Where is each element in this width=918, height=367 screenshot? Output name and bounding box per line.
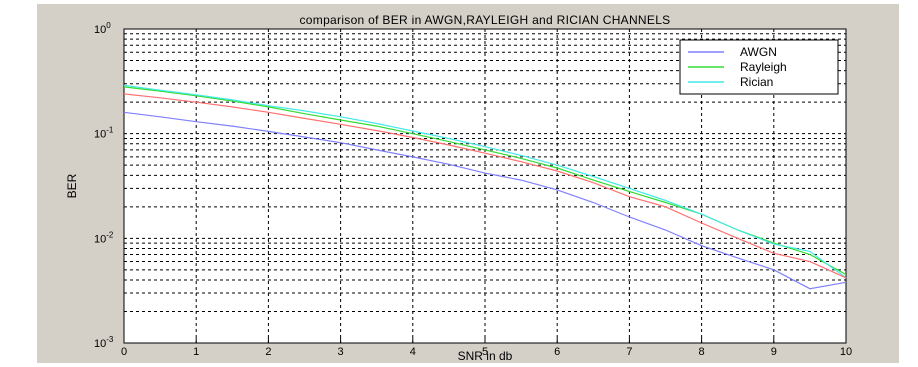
x-tick-label: 0 [121, 346, 127, 358]
legend-label: Rayleigh [740, 60, 787, 74]
legend-label: Rician [740, 75, 773, 89]
y-tick-label: 100 [94, 21, 111, 36]
x-tick-label: 8 [699, 346, 705, 358]
series-line-awgn [123, 111, 847, 290]
y-tick-label: 10-3 [94, 335, 114, 350]
legend-label: AWGN [740, 45, 777, 59]
y-axis-ticks: 10-3 10-2 10-1 100 [94, 21, 114, 350]
x-tick-label: 10 [840, 346, 852, 358]
series-line-rician [123, 84, 847, 279]
y-axis-label: BER [65, 173, 79, 198]
y-tick-label: 10-1 [94, 126, 114, 141]
grid [124, 29, 846, 343]
x-tick-label: 7 [626, 346, 632, 358]
x-tick-label: 9 [771, 346, 777, 358]
y-tick-label: 10-2 [94, 230, 114, 245]
series-lines [123, 84, 847, 290]
x-tick-label: 4 [410, 346, 416, 358]
series-line-unlabeled [123, 93, 847, 279]
x-tick-label: 2 [265, 346, 271, 358]
x-tick-label: 5 [482, 346, 488, 358]
x-tick-label: 3 [338, 346, 344, 358]
x-tick-label: 1 [193, 346, 199, 358]
x-axis-label: SNR in db [458, 349, 513, 363]
chart-title: comparison of BER in AWGN,RAYLEIGH and R… [300, 13, 671, 27]
x-axis-ticks: 0 1 2 3 4 5 6 7 8 9 10 [121, 338, 852, 358]
x-tick-label: 6 [554, 346, 560, 358]
